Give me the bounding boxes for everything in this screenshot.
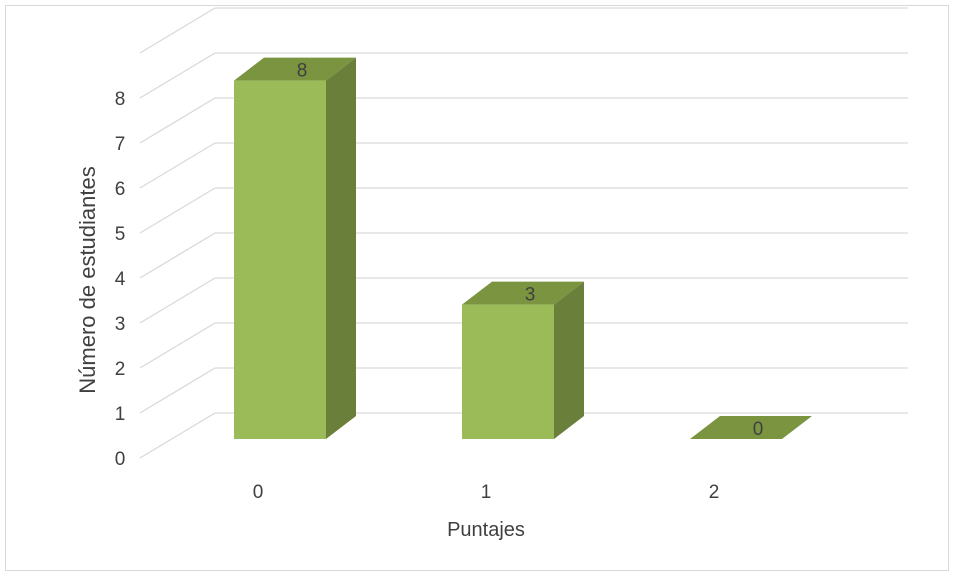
gridline-diagonal [139,322,216,369]
y-axis-ticks: 0 1 2 3 4 5 6 7 8 [115,89,126,470]
bars [234,57,812,439]
data-label: 3 [525,285,536,306]
y-tick-label: 3 [115,314,126,335]
y-tick-label: 7 [115,134,126,155]
data-labels: 8 3 0 [297,61,764,440]
bar-side [326,57,356,439]
gridline-diagonal [139,367,216,414]
y-tick-label: 4 [115,269,126,290]
x-tick-label: 1 [481,482,492,503]
y-tick-label: 1 [115,404,126,425]
y-axis-title: Número de estudiantes [75,166,100,393]
x-axis-ticks: 0 1 2 [253,482,720,503]
y-tick-label: 0 [115,449,126,470]
y-tick-label: 2 [115,359,126,380]
data-label: 0 [753,419,764,440]
gridline-diagonal [139,142,216,189]
x-tick-label: 0 [253,482,264,503]
chart-frame [5,5,949,571]
x-axis-title: Puntajes [447,519,525,541]
bar [234,80,326,439]
y-tick-label: 5 [115,224,126,245]
y-tick-label: 8 [115,89,126,110]
gridline-diagonal [139,232,216,279]
x-tick-label: 2 [709,482,720,503]
bar [462,304,554,439]
bar-top [462,281,584,305]
data-label: 8 [297,61,308,82]
gridline-diagonal [139,7,216,54]
gridline-diagonal [139,187,216,234]
gridline-diagonal [139,52,216,99]
gridline-diagonal [139,97,216,144]
y-tick-label: 6 [115,179,126,200]
gridline-diagonal [139,412,216,459]
bar-top [234,57,356,81]
bar-top [690,416,812,439]
gridline-diagonal [139,277,216,324]
bar-side [554,281,584,439]
